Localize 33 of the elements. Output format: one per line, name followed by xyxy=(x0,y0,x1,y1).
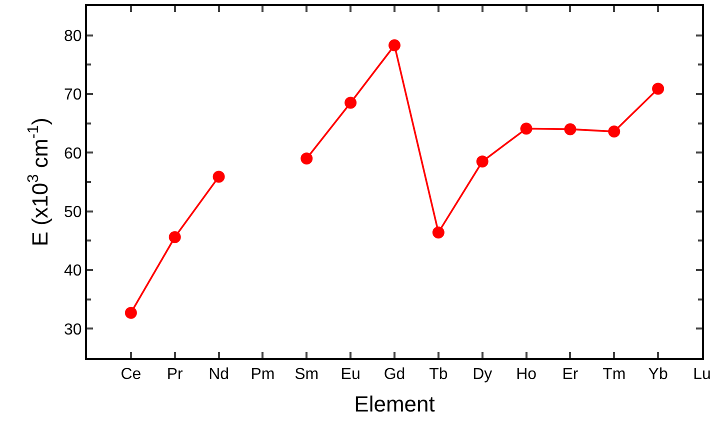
point xyxy=(520,122,532,135)
x-tick-label: Ce xyxy=(120,366,142,384)
x-tick-label: Gd xyxy=(384,366,406,384)
x-tick-label: Sm xyxy=(294,366,319,384)
y-tick-label: 50 xyxy=(64,204,82,221)
x-tick-label: Eu xyxy=(340,366,360,384)
point xyxy=(608,126,620,138)
point xyxy=(388,39,400,52)
y-tick-label: 40 xyxy=(64,262,82,280)
point xyxy=(344,96,357,109)
x-tick-label: Tm xyxy=(602,366,626,384)
y-tick-label: 80 xyxy=(64,28,82,45)
y-tick-label: 30 xyxy=(64,321,82,338)
point xyxy=(212,170,225,183)
point xyxy=(300,152,313,165)
x-tick-label: Lu xyxy=(693,366,711,384)
x-tick-label: Dy xyxy=(472,366,492,384)
x-tick-label: Pr xyxy=(166,366,184,384)
x-tick-label: Nd xyxy=(208,366,230,384)
x-tick-label: Tb xyxy=(429,366,448,384)
x-tick-label: Yb xyxy=(648,366,668,384)
x-tick-label: Ho xyxy=(516,366,537,384)
y-tick-label: 60 xyxy=(64,145,82,162)
point xyxy=(476,155,488,168)
point xyxy=(124,306,137,319)
point xyxy=(564,123,576,136)
point xyxy=(168,231,181,244)
point xyxy=(432,226,444,238)
x-tick-label: Pm xyxy=(250,366,275,384)
x-axis-title: Element xyxy=(354,392,435,417)
x-tick-label: Er xyxy=(562,366,579,384)
y-tick-label: 70 xyxy=(64,86,82,104)
point xyxy=(652,82,664,95)
